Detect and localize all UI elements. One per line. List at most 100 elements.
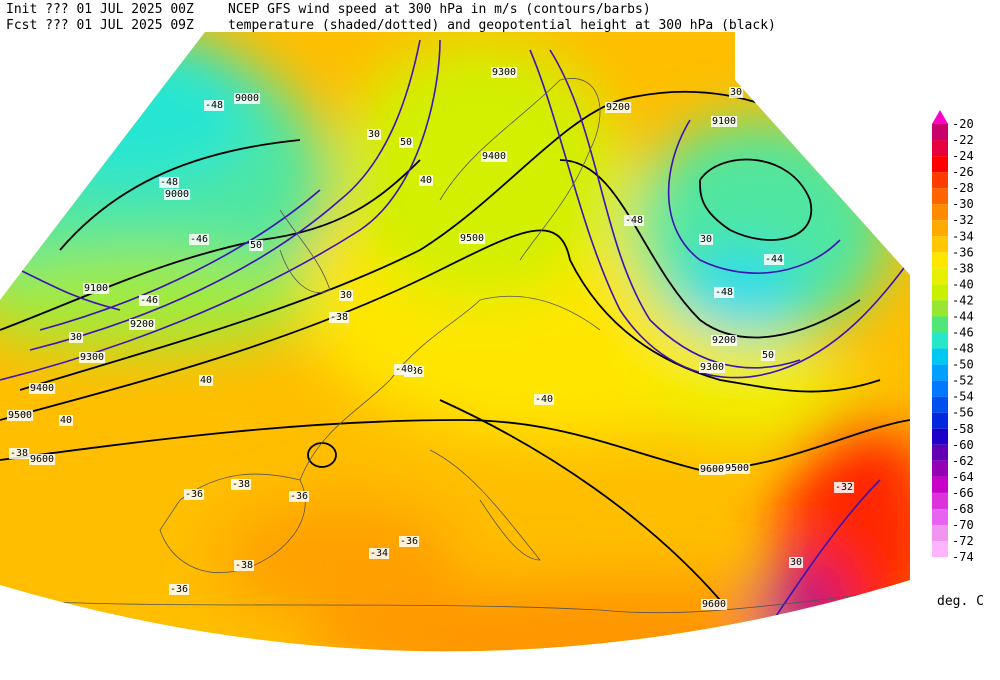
map-label: 9100 bbox=[712, 116, 736, 127]
map-label: -44 bbox=[765, 254, 783, 265]
map-label: -38 bbox=[330, 312, 348, 323]
map-label: 9600 bbox=[30, 454, 54, 465]
map-label: 50 bbox=[400, 137, 412, 148]
map-label-bg bbox=[29, 383, 56, 394]
map-label-bg bbox=[339, 290, 354, 301]
map-label-bg bbox=[699, 362, 726, 373]
map-label-bg bbox=[534, 394, 555, 405]
map-label-bg bbox=[184, 489, 205, 500]
map-label-bg bbox=[699, 234, 714, 245]
map-label: 30 bbox=[790, 557, 802, 568]
map-label-bg bbox=[399, 536, 420, 547]
map-label-bg bbox=[491, 67, 518, 78]
colorbar-label: -48 bbox=[952, 342, 974, 356]
map-label: 9300 bbox=[700, 362, 724, 373]
map-label-bg bbox=[761, 350, 776, 361]
map-label: 9500 bbox=[725, 463, 749, 474]
map-label: -36 bbox=[185, 489, 203, 500]
map-label-bg bbox=[789, 557, 804, 568]
map-label: 9300 bbox=[492, 67, 516, 78]
map-label: -32 bbox=[835, 482, 853, 493]
map-label-bg bbox=[79, 352, 106, 363]
map-label-bg bbox=[29, 454, 56, 465]
map-label: 30 bbox=[70, 332, 82, 343]
map-label-bg bbox=[69, 332, 84, 343]
map-label: -36 bbox=[400, 536, 418, 547]
colorbar-label: -54 bbox=[952, 390, 974, 404]
map-label: 9200 bbox=[130, 319, 154, 330]
map-label: 9500 bbox=[8, 410, 32, 421]
map-label-bg bbox=[83, 283, 110, 294]
colorbar-label: -38 bbox=[952, 261, 974, 275]
colorbar-swatch bbox=[932, 412, 948, 429]
map-label: 9300 bbox=[80, 352, 104, 363]
map-label: -36 bbox=[170, 584, 188, 595]
map-label-bg bbox=[367, 129, 382, 140]
map-label: -38 bbox=[232, 479, 250, 490]
colorbar-swatch bbox=[932, 525, 948, 542]
colorbar-label: -44 bbox=[952, 309, 974, 323]
map-label: -48 bbox=[715, 287, 733, 298]
map-label: 9400 bbox=[30, 383, 54, 394]
map-label: -46 bbox=[140, 295, 158, 306]
colorbar-cap bbox=[932, 110, 948, 124]
colorbar-swatch bbox=[932, 364, 948, 381]
colorbar-label: -68 bbox=[952, 502, 974, 516]
map-label-bg bbox=[481, 151, 508, 162]
init-text: NCEP GFS wind speed at 300 hPa in m/s (c… bbox=[228, 2, 651, 17]
colorbar-swatch bbox=[932, 508, 948, 525]
map-label-bg bbox=[394, 364, 415, 375]
map-label: -36 bbox=[290, 491, 308, 502]
colorbar-label: -62 bbox=[952, 454, 974, 468]
map-label-bg bbox=[399, 137, 414, 148]
map-label: -38 bbox=[235, 560, 253, 571]
colorbar-swatch bbox=[932, 268, 948, 285]
map-label: 9400 bbox=[482, 151, 506, 162]
map-label: 50 bbox=[250, 240, 262, 251]
colorbar-label: -40 bbox=[952, 277, 974, 291]
colorbar-label: -28 bbox=[952, 181, 974, 195]
colorbar-swatch bbox=[932, 380, 948, 397]
map-label-bg bbox=[714, 287, 735, 298]
colorbar-swatch bbox=[932, 428, 948, 445]
colorbar-label: -26 bbox=[952, 165, 974, 179]
colorbar-swatch bbox=[932, 172, 948, 189]
map-label: 50 bbox=[762, 350, 774, 361]
map-label: 40 bbox=[420, 175, 432, 186]
map-label: 9500 bbox=[460, 233, 484, 244]
map-label-bg bbox=[289, 491, 310, 502]
map-label: -40 bbox=[395, 364, 413, 375]
map-label: 40 bbox=[60, 415, 72, 426]
map-label-bg bbox=[129, 319, 156, 330]
colorbar-label: -32 bbox=[952, 213, 974, 227]
map-label-bg bbox=[231, 479, 252, 490]
map-label-bg bbox=[234, 93, 261, 104]
map-label-bg bbox=[7, 410, 34, 421]
colorbar-label: -20 bbox=[952, 117, 974, 131]
colorbar-swatch bbox=[932, 396, 948, 413]
colorbar-swatch bbox=[932, 252, 948, 269]
map-label: 9000 bbox=[165, 189, 189, 200]
colorbar-swatch bbox=[932, 476, 948, 493]
map-label-bg bbox=[711, 116, 738, 127]
colorbar-swatch bbox=[932, 460, 948, 477]
map-label-bg bbox=[605, 102, 632, 113]
map-label: 40 bbox=[200, 375, 212, 386]
map-label: -46 bbox=[190, 234, 208, 245]
map-label-bg bbox=[459, 233, 486, 244]
colorbar-swatch bbox=[932, 541, 948, 558]
colorbar-label: -42 bbox=[952, 293, 974, 307]
height-contours bbox=[0, 90, 910, 601]
map-label: -48 bbox=[625, 215, 643, 226]
map-label-bg bbox=[764, 254, 785, 265]
map-label: -38 bbox=[10, 448, 28, 459]
map-label-bg bbox=[834, 482, 855, 493]
map-label: 9000 bbox=[235, 93, 259, 104]
init-label: Init ??? 01 JUL 2025 00Z bbox=[6, 2, 194, 17]
colorbar-swatch bbox=[932, 156, 948, 173]
colorbar-label: -30 bbox=[952, 197, 974, 211]
map-label-bg bbox=[724, 463, 751, 474]
colorbar-swatch bbox=[932, 188, 948, 205]
